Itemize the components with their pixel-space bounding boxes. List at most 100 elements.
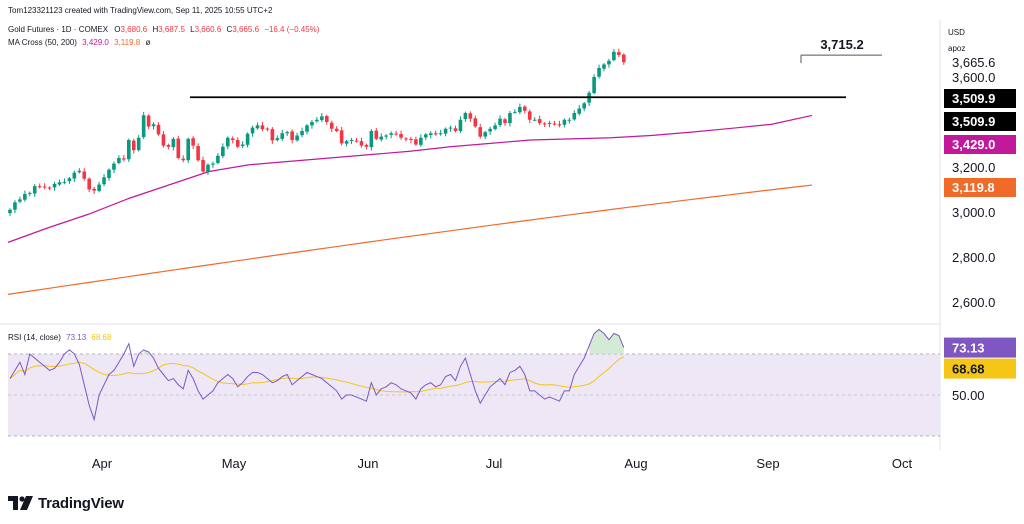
candle-body: [503, 119, 507, 124]
candle: [23, 190, 27, 202]
candle: [567, 117, 572, 124]
candle: [542, 122, 547, 127]
candle: [176, 135, 181, 160]
candle: [622, 53, 626, 65]
candle-body: [47, 187, 52, 189]
candle-body: [448, 127, 453, 129]
tradingview-logo[interactable]: TradingView: [8, 494, 124, 512]
candle: [503, 117, 507, 126]
candle-body: [349, 140, 354, 141]
candle: [166, 143, 171, 150]
candle: [275, 135, 280, 142]
candle-body: [97, 184, 101, 191]
rsi-band: [8, 353, 940, 437]
candle-body: [62, 181, 67, 183]
candle: [493, 122, 497, 131]
candle: [57, 179, 62, 186]
candle: [453, 125, 458, 133]
candle-body: [32, 186, 37, 194]
candle-body: [226, 137, 230, 147]
candle: [329, 120, 334, 133]
ma50-line: [7, 114, 813, 243]
candle: [612, 49, 616, 62]
candle-body: [28, 192, 32, 194]
candle: [547, 120, 552, 128]
candle-body: [354, 140, 359, 142]
candle-body: [255, 125, 260, 129]
candle-body: [310, 122, 314, 126]
candle-body: [136, 137, 141, 151]
candle: [285, 130, 289, 136]
candle-body: [320, 116, 324, 121]
rsi-tick-label: 50.00: [952, 388, 985, 403]
candle: [483, 130, 487, 140]
candle-body: [122, 158, 126, 160]
candle: [47, 186, 52, 191]
candle: [344, 139, 349, 147]
rsi-overbought-fill: [589, 329, 624, 354]
rsi-legend-label: RSI (14, close): [8, 333, 61, 342]
candle-body: [181, 158, 186, 161]
candle-body: [527, 111, 532, 120]
candle: [107, 168, 111, 181]
price-tick-label: 3,665.6: [952, 55, 995, 70]
candle: [102, 173, 106, 187]
candle: [141, 111, 146, 140]
candle-body: [369, 131, 374, 148]
candle-body: [532, 119, 537, 121]
candle: [206, 163, 210, 175]
ma200-price-label: 3,119.8: [952, 180, 995, 195]
candle: [359, 137, 364, 148]
recent-high-label: 3,715.2: [820, 37, 863, 52]
candle-body: [146, 115, 151, 127]
candle: [77, 168, 82, 174]
symbol-legend: Gold Futures · 1D · COMEX O3,680.6 H3,68…: [8, 25, 319, 34]
candle: [325, 114, 329, 125]
candle: [260, 122, 265, 132]
candle-body: [166, 144, 171, 147]
currency-label: USD: [948, 28, 965, 37]
candle-body: [176, 138, 181, 158]
ohlc-open: O3,680.6: [114, 25, 148, 34]
candle-body: [112, 163, 116, 170]
candle-body: [37, 186, 42, 188]
candle: [245, 132, 250, 148]
candle: [409, 136, 413, 144]
candle-body: [453, 128, 458, 131]
candle-body: [562, 119, 567, 125]
candle-body: [557, 124, 562, 126]
candle-body: [329, 122, 334, 129]
candle: [156, 122, 161, 136]
price-tick-label: 3,200.0: [952, 160, 995, 175]
candle-body: [23, 194, 27, 200]
candle-body: [374, 130, 379, 139]
candle: [191, 136, 195, 149]
horizontal-lines: 3,715.2: [190, 37, 882, 99]
candle: [280, 129, 285, 141]
rsi-lines: [9, 328, 625, 422]
candle: [221, 143, 225, 159]
candle: [181, 155, 186, 163]
candle-body: [399, 134, 403, 138]
candle-body: [389, 133, 393, 135]
candle-body: [463, 113, 468, 120]
price-tick-label: 3,600.0: [952, 70, 995, 85]
candle-body: [196, 145, 200, 161]
candle: [92, 186, 96, 194]
candle-body: [518, 106, 522, 113]
ohlc-close: C3,665.6: [226, 25, 260, 34]
rsi-sma-box: [944, 358, 1016, 379]
candle: [97, 181, 101, 193]
candle-body: [131, 140, 136, 151]
candle-body: [577, 108, 582, 114]
candle: [186, 137, 190, 163]
candle: [508, 110, 512, 127]
candle: [37, 183, 42, 189]
tradingview-logo-icon: [8, 496, 33, 510]
candle: [339, 126, 344, 146]
candle: [419, 134, 423, 147]
candle-body: [592, 77, 596, 94]
candle-body: [171, 138, 176, 148]
candle: [364, 143, 369, 150]
